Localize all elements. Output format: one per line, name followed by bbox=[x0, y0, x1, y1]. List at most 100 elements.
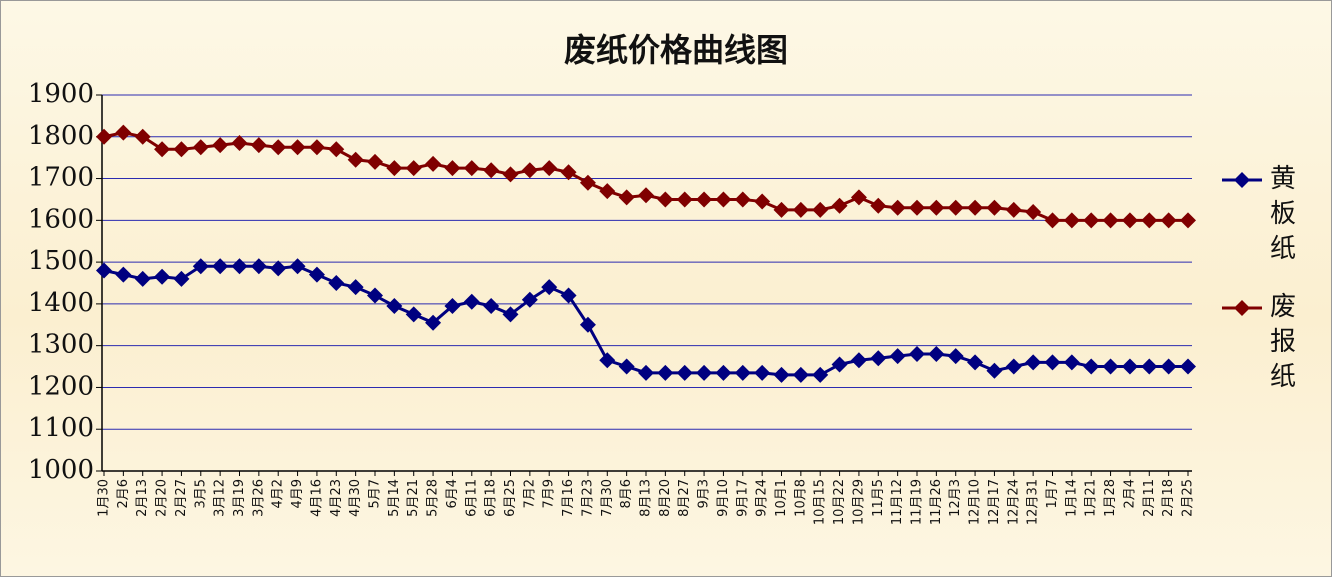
data-point bbox=[870, 350, 886, 366]
data-point bbox=[1161, 212, 1177, 228]
data-point bbox=[444, 160, 460, 176]
data-point bbox=[193, 258, 209, 274]
x-tick-label: 12月17 bbox=[987, 479, 1002, 525]
data-point bbox=[561, 288, 577, 304]
x-tick-label: 3月5 bbox=[193, 479, 208, 509]
data-point bbox=[638, 365, 654, 381]
x-tick-label: 10月22 bbox=[832, 479, 847, 525]
data-point bbox=[1122, 359, 1138, 375]
data-point bbox=[619, 359, 635, 375]
data-point bbox=[328, 275, 344, 291]
data-point bbox=[1064, 212, 1080, 228]
x-tick-label: 6月18 bbox=[484, 479, 499, 517]
data-point bbox=[696, 365, 712, 381]
x-tick-label: 11月26 bbox=[929, 479, 944, 525]
chart: 废纸价格曲线图 10001100120013001400150016001700… bbox=[0, 0, 1332, 577]
data-point bbox=[173, 271, 189, 287]
x-tick-label: 7月23 bbox=[580, 479, 595, 517]
data-point bbox=[677, 365, 693, 381]
data-point bbox=[696, 191, 712, 207]
data-point bbox=[503, 166, 519, 182]
x-tick-label: 2月4 bbox=[1122, 479, 1137, 509]
x-tick-label: 12月3 bbox=[948, 479, 963, 517]
y-tick-label: 1800 bbox=[28, 121, 94, 151]
data-point bbox=[1083, 212, 1099, 228]
data-point bbox=[677, 191, 693, 207]
x-tick-label: 1月30 bbox=[97, 479, 112, 517]
data-point bbox=[851, 189, 867, 205]
x-tick-label: 7月16 bbox=[561, 479, 576, 517]
data-point bbox=[193, 139, 209, 155]
data-point bbox=[96, 262, 112, 278]
data-point bbox=[1122, 212, 1138, 228]
data-point bbox=[270, 260, 286, 276]
x-tick-label: 9月10 bbox=[716, 479, 731, 517]
x-tick-label: 7月2 bbox=[522, 479, 537, 509]
x-tick-label: 6月25 bbox=[503, 479, 518, 517]
data-point bbox=[1141, 212, 1157, 228]
data-point bbox=[580, 317, 596, 333]
series-line bbox=[104, 133, 1188, 221]
x-tick-label: 12月10 bbox=[968, 479, 983, 525]
x-tick-label: 6月4 bbox=[445, 479, 460, 509]
x-tick-label: 1月14 bbox=[1064, 479, 1079, 517]
legend-label: 废报纸 bbox=[1268, 290, 1298, 395]
data-point bbox=[1141, 359, 1157, 375]
data-point bbox=[232, 135, 248, 151]
x-tick-label: 3月26 bbox=[251, 479, 266, 517]
data-point bbox=[348, 279, 364, 295]
data-point bbox=[348, 152, 364, 168]
data-point bbox=[541, 279, 557, 295]
data-point bbox=[909, 346, 925, 362]
data-point bbox=[928, 200, 944, 216]
data-point bbox=[580, 175, 596, 191]
data-point bbox=[909, 200, 925, 216]
x-tick-label: 11月5 bbox=[871, 479, 886, 517]
data-point bbox=[212, 258, 228, 274]
data-point bbox=[1064, 354, 1080, 370]
data-point bbox=[290, 139, 306, 155]
y-tick-label: 1000 bbox=[28, 455, 94, 485]
y-tick-label: 1200 bbox=[28, 371, 94, 401]
data-point bbox=[851, 352, 867, 368]
data-point bbox=[212, 137, 228, 153]
data-point bbox=[425, 156, 441, 172]
data-point bbox=[793, 367, 809, 383]
y-tick-label: 1100 bbox=[28, 413, 94, 443]
page: {"chart_data": {"type": "line", "title":… bbox=[0, 0, 1332, 577]
x-tick-label: 1月7 bbox=[1045, 479, 1060, 509]
data-point bbox=[464, 294, 480, 310]
x-tick-label: 5月7 bbox=[368, 479, 383, 509]
x-tick-label: 1月28 bbox=[1103, 479, 1118, 517]
series-line bbox=[104, 266, 1188, 375]
data-point bbox=[1045, 354, 1061, 370]
x-tick-label: 9月24 bbox=[755, 479, 770, 517]
y-tick-label: 1300 bbox=[28, 330, 94, 360]
data-point bbox=[599, 352, 615, 368]
x-tick-label: 10月8 bbox=[793, 479, 808, 517]
data-point bbox=[115, 125, 131, 141]
data-point bbox=[928, 346, 944, 362]
data-point bbox=[599, 183, 615, 199]
data-point bbox=[173, 141, 189, 157]
x-tick-label: 9月17 bbox=[735, 479, 750, 517]
data-point bbox=[406, 160, 422, 176]
data-point bbox=[522, 162, 538, 178]
x-tick-label: 2月11 bbox=[1142, 479, 1157, 517]
data-point bbox=[793, 202, 809, 218]
x-tick-label: 12月24 bbox=[1006, 479, 1021, 525]
data-point bbox=[986, 363, 1002, 379]
x-tick-label: 10月29 bbox=[851, 479, 866, 525]
x-tick-label: 3月12 bbox=[213, 479, 228, 517]
y-tick-label: 1900 bbox=[28, 79, 94, 109]
data-point bbox=[657, 191, 673, 207]
data-point bbox=[657, 365, 673, 381]
legend-marker bbox=[1234, 172, 1250, 188]
data-point bbox=[154, 141, 170, 157]
x-tick-label: 4月16 bbox=[309, 479, 324, 517]
data-point bbox=[270, 139, 286, 155]
data-point bbox=[290, 258, 306, 274]
x-tick-label: 8月20 bbox=[658, 479, 673, 517]
data-point bbox=[754, 194, 770, 210]
data-point bbox=[1083, 359, 1099, 375]
